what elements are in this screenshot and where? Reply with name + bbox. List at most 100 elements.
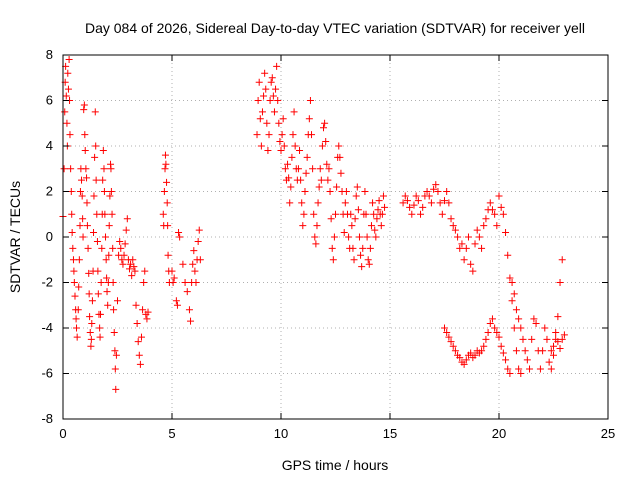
data-point [349, 244, 357, 252]
data-point [169, 279, 177, 286]
data-point [558, 256, 566, 264]
data-point [88, 319, 96, 327]
data-point [190, 247, 198, 255]
data-point [130, 263, 138, 271]
data-point [131, 267, 139, 275]
data-point [532, 319, 540, 327]
data-point [318, 142, 326, 150]
x-tick-label: 15 [383, 426, 397, 441]
data-point [374, 206, 382, 214]
data-point [253, 131, 261, 139]
data-point [554, 338, 562, 346]
data-point [499, 210, 507, 218]
data-point [436, 199, 444, 207]
data-point [493, 222, 501, 230]
data-point [136, 360, 144, 368]
data-point [272, 85, 280, 93]
data-point [294, 165, 302, 173]
data-point [63, 119, 71, 127]
data-point [410, 201, 418, 209]
data-point [502, 356, 510, 364]
data-point [64, 69, 72, 77]
data-point [170, 274, 178, 282]
data-point [486, 199, 494, 207]
data-point [288, 153, 296, 161]
data-point [370, 210, 378, 218]
data-point [164, 251, 172, 259]
data-point [357, 251, 365, 259]
data-point [528, 335, 536, 343]
data-point [107, 188, 115, 195]
data-point [83, 174, 91, 182]
data-point [333, 183, 341, 191]
data-point [314, 199, 322, 207]
data-points [59, 56, 568, 393]
data-point [287, 183, 295, 191]
data-point [423, 188, 431, 195]
data-point [317, 176, 325, 184]
data-point [313, 222, 321, 230]
data-point [76, 188, 84, 195]
data-point [96, 310, 104, 318]
x-tick-label: 0 [59, 426, 66, 441]
data-point [116, 238, 124, 246]
y-tick-label: -6 [41, 366, 53, 381]
data-point [506, 370, 514, 377]
data-point [110, 306, 118, 314]
data-point [438, 210, 446, 218]
data-point [268, 74, 276, 82]
data-point [74, 306, 82, 314]
data-point [366, 244, 374, 252]
data-point [512, 306, 520, 314]
y-axis-label: SDTVAR / TECUs [7, 181, 23, 293]
data-point [462, 244, 470, 252]
data-point [378, 210, 386, 218]
x-axis-label: GPS time / hours [282, 457, 389, 473]
x-tick-label: 25 [601, 426, 615, 441]
data-point [434, 188, 442, 195]
data-point [480, 222, 488, 230]
data-point [265, 131, 273, 139]
data-point [258, 108, 266, 116]
data-point [191, 267, 199, 275]
data-point [515, 315, 523, 323]
data-point [519, 335, 527, 343]
data-point [408, 210, 416, 218]
data-point [110, 329, 118, 337]
y-tick-label: 4 [46, 138, 53, 153]
data-point [456, 354, 464, 362]
data-point [185, 306, 193, 314]
data-point [336, 153, 344, 161]
data-point [427, 199, 435, 207]
data-point [523, 356, 531, 364]
data-point [80, 101, 88, 109]
data-point [478, 244, 486, 252]
data-point [359, 244, 367, 252]
data-point [550, 351, 557, 359]
data-point [195, 226, 203, 234]
data-point [103, 274, 111, 282]
data-point [526, 365, 534, 373]
data-point [350, 256, 358, 264]
data-point [337, 169, 345, 177]
data-point [493, 329, 501, 337]
data-point [79, 215, 87, 223]
data-point [328, 244, 336, 252]
data-point [80, 106, 88, 114]
data-point [104, 301, 112, 309]
data-point [163, 199, 171, 207]
data-point [91, 153, 99, 161]
data-point [539, 347, 547, 355]
data-point [117, 244, 125, 252]
data-point [372, 233, 380, 241]
data-point [134, 338, 142, 346]
data-point [467, 349, 475, 357]
y-tick-label: 6 [46, 93, 53, 108]
data-point [72, 315, 80, 323]
data-point [456, 244, 464, 252]
data-point [92, 142, 100, 150]
data-point [66, 131, 74, 139]
data-point [137, 333, 145, 341]
data-point [495, 192, 503, 200]
data-point [458, 240, 466, 248]
